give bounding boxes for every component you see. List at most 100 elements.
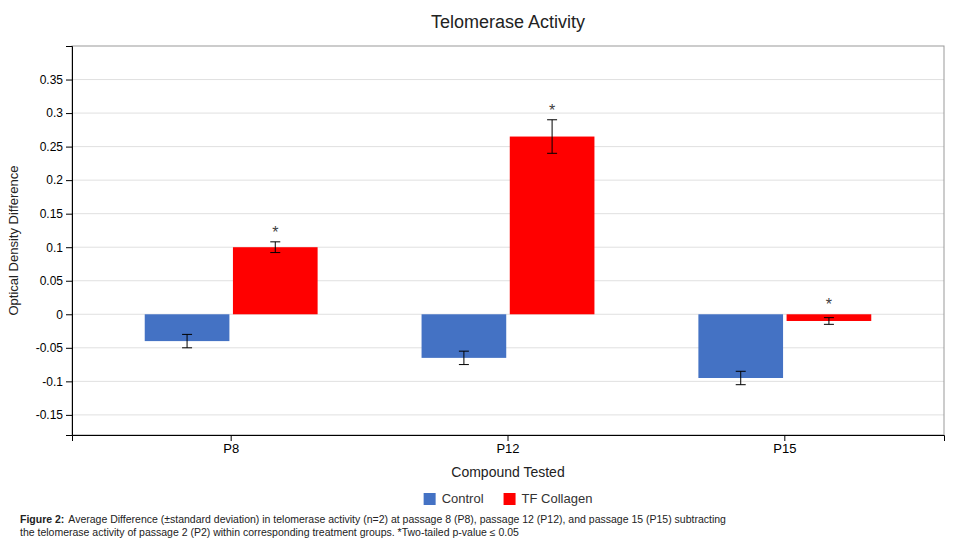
error-bar: [459, 351, 469, 364]
grid-line: [72, 213, 944, 214]
y-tick: 0.2: [46, 173, 72, 187]
y-tick-label: -0.15: [36, 408, 64, 422]
legend: Control TF Collagen: [424, 491, 593, 506]
grid-line: [72, 113, 944, 114]
error-bar-cap: [182, 347, 192, 348]
error-bar-stem: [552, 120, 553, 154]
annotation: *: [549, 102, 555, 119]
annotation: *: [826, 296, 832, 313]
error-bar-stem: [463, 351, 464, 364]
error-bar-cap: [270, 241, 280, 242]
error-bar-cap: [459, 364, 469, 365]
grid-line: [72, 381, 944, 382]
caption-label: Figure 2:: [20, 513, 64, 525]
y-tick-mark: [66, 348, 72, 349]
grid-line: [72, 414, 944, 415]
y-tick-label: 0.15: [40, 207, 64, 221]
error-bar: [270, 242, 280, 253]
error-bar: [824, 318, 834, 325]
y-tick-label: 0: [56, 308, 63, 322]
y-tick-label: 0.2: [46, 173, 63, 187]
y-tick-label: -0.1: [42, 375, 63, 389]
legend-label: Control: [442, 491, 484, 506]
grid-line: [72, 180, 944, 181]
error-bar-cap: [824, 324, 834, 325]
bar: [698, 314, 783, 378]
error-bar-stem: [275, 242, 276, 253]
legend-item: TF Collagen: [504, 491, 593, 506]
error-bar-stem: [740, 371, 741, 384]
grid-line: [72, 280, 944, 281]
bar: [510, 137, 595, 315]
x-tick-label: P8: [223, 441, 239, 456]
error-bar-cap: [736, 371, 746, 372]
title: Telomerase Activity: [431, 12, 585, 32]
caption-line: the telomerase activity of passage 2 (P2…: [20, 526, 519, 538]
annotations: * * *: [272, 102, 832, 313]
y-tick: -0.05: [36, 341, 72, 355]
plot-frame: [72, 46, 944, 435]
legend-item: Control: [424, 491, 484, 506]
chart: Telomerase Activity -0.15 -0.1 -0.05 0 0.05 0.…: [0, 0, 964, 547]
y-tick: -0.1: [42, 375, 72, 389]
y-tick-mark: [66, 147, 72, 148]
legend-label: TF Collagen: [522, 491, 593, 506]
annotation: *: [272, 224, 278, 241]
caption: Figure 2:Average Difference (±standard d…: [20, 513, 726, 538]
x-tick: P15: [773, 435, 796, 456]
y-tick-label: 0.05: [40, 274, 64, 288]
error-bar-cap: [736, 384, 746, 385]
error-bar-cap: [547, 153, 557, 154]
error-bar-cap: [824, 317, 834, 318]
y-tick-mark: [66, 381, 72, 382]
y-tick-label: 0.35: [40, 73, 64, 87]
grid: [72, 80, 944, 415]
x-tick-label: P12: [496, 441, 519, 456]
x-axis-line: [73, 436, 945, 442]
x-axis-title: Compound Tested: [451, 464, 564, 480]
y-tick-mark: [66, 214, 72, 215]
error-bar: [182, 334, 192, 347]
error-bar-stem: [828, 318, 829, 325]
y-tick: 0.25: [40, 140, 72, 154]
error-bar: [547, 120, 557, 154]
x-tick: P8: [223, 435, 239, 456]
legend-swatch: [504, 493, 516, 505]
grid-line: [72, 79, 944, 80]
bar: [233, 247, 318, 314]
marks: [145, 120, 872, 385]
grid-line: [72, 146, 944, 147]
y-tick-label: 0.25: [40, 140, 64, 154]
y-tick-mark: [66, 80, 72, 81]
error-bar-cap: [459, 351, 469, 352]
y-tick: 0.05: [40, 274, 72, 288]
y-tick: -0.15: [36, 408, 72, 422]
x-tick-mark: [231, 435, 232, 441]
y-axis-title: Optical Density Difference: [6, 165, 21, 315]
y-tick: 0: [56, 308, 72, 322]
y-tick-label: 0.3: [46, 106, 63, 120]
y-tick-mark: [66, 281, 72, 282]
error-bar-cap: [547, 119, 557, 120]
y-tick: 0.1: [46, 241, 72, 255]
y-tick-mark: [66, 247, 72, 248]
x-tick-mark: [508, 435, 509, 441]
x-tick: P12: [496, 435, 519, 456]
y-tick: 0.35: [40, 73, 72, 87]
grid-line: [72, 247, 944, 248]
y-tick-label: 0.1: [46, 241, 63, 255]
y-tick-label: -0.05: [36, 341, 64, 355]
x-tick-label: P15: [773, 441, 796, 456]
error-bar-cap: [182, 334, 192, 335]
legend-swatch: [424, 493, 436, 505]
y-axis: -0.15 -0.1 -0.05 0 0.05 0.1 0.15 0.2 0.25 0.3 0.35: [36, 47, 73, 436]
grid-line: [72, 347, 944, 348]
y-axis-line: [66, 47, 73, 436]
y-tick-mark: [66, 314, 72, 315]
error-bar: [736, 371, 746, 384]
x-axis: P8 P12 P15: [73, 435, 945, 456]
bar: [422, 314, 507, 358]
y-tick: 0.3: [46, 106, 72, 120]
y-tick-mark: [66, 113, 72, 114]
x-tick-mark: [784, 435, 785, 441]
